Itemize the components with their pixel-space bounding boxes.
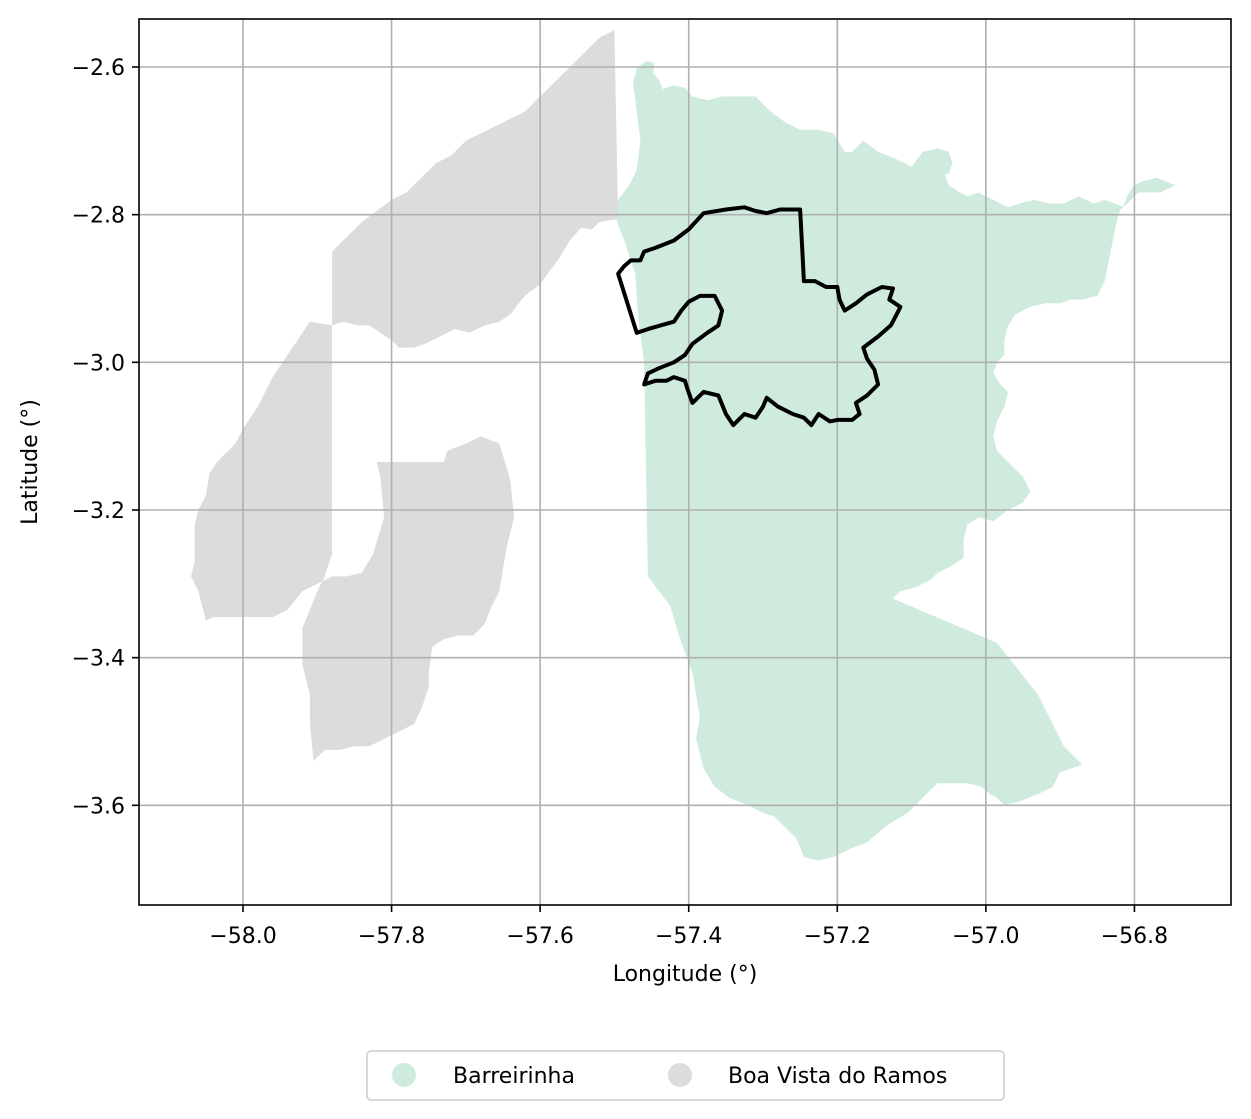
region-boa-vista-do-ramos bbox=[191, 30, 619, 762]
legend-label-barreirinha: Barreirinha bbox=[453, 1064, 575, 1089]
x-tick-label: −56.8 bbox=[1101, 924, 1168, 949]
x-tick-label: −57.0 bbox=[952, 924, 1019, 949]
map-regions bbox=[191, 30, 1176, 861]
y-tick-label: −3.4 bbox=[72, 647, 125, 672]
x-axis-label: Longitude (°) bbox=[613, 962, 758, 987]
grid-lines bbox=[139, 19, 1231, 905]
y-tick-label: −3.0 bbox=[72, 351, 125, 376]
x-tick-label: −57.6 bbox=[506, 924, 573, 949]
legend-label-boa-vista-do-ramos: Boa Vista do Ramos bbox=[728, 1064, 947, 1089]
y-axis-ticks: −2.6 −2.8 −3.0 −3.2 −3.4 −3.6 bbox=[72, 56, 139, 819]
legend-marker-barreirinha bbox=[392, 1063, 416, 1087]
x-tick-label: −57.2 bbox=[804, 924, 871, 949]
y-axis-label: Latitude (°) bbox=[18, 399, 43, 525]
x-axis-ticks: −58.0 −57.8 −57.6 −57.4 −57.2 −57.0 −56.8 bbox=[209, 905, 1168, 949]
highlighted-area-outline bbox=[616, 205, 903, 428]
x-tick-label: −58.0 bbox=[209, 924, 276, 949]
legend-marker-boa-vista-do-ramos bbox=[668, 1063, 692, 1087]
x-tick-label: −57.8 bbox=[358, 924, 425, 949]
legend: Barreirinha Boa Vista do Ramos bbox=[366, 1050, 1005, 1101]
y-tick-label: −3.6 bbox=[72, 794, 125, 819]
y-tick-label: −2.6 bbox=[72, 56, 125, 81]
plot-frame bbox=[138, 18, 1232, 906]
highlight-outline bbox=[616, 205, 903, 428]
y-tick-label: −3.2 bbox=[72, 499, 125, 524]
y-tick-label: −2.8 bbox=[72, 204, 125, 229]
region-barreirinha bbox=[614, 61, 1176, 861]
x-tick-label: −57.4 bbox=[655, 924, 722, 949]
